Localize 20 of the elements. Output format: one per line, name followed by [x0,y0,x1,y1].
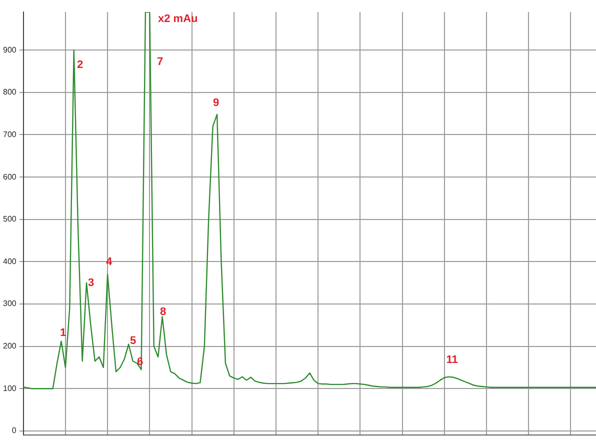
y-tick-label: 300 [2,299,17,308]
y-tick-label: 800 [2,88,17,97]
annotation: x2 mAu [158,13,198,26]
y-tick-label: 0 [12,426,17,436]
y-tick-label: 500 [2,214,17,224]
y-tick-label: 700 [2,130,17,139]
annotation: 3 [88,277,94,290]
annotation: 4 [106,256,113,268]
annotation: 8 [160,306,166,318]
y-tick-label: 900 [2,45,17,54]
annotation: 2 [76,59,84,72]
y-tick-label: 200 [2,342,17,351]
annotation: 9 [212,97,220,110]
annotation: 11 [446,354,458,366]
y-tick-label: 600 [2,172,17,182]
y-tick-label: 400 [2,256,17,266]
annotation: 7 [156,56,164,68]
y-tick-label: 100 [2,384,17,393]
annotation: 1 [60,327,66,340]
annotation: 5 [130,335,136,348]
